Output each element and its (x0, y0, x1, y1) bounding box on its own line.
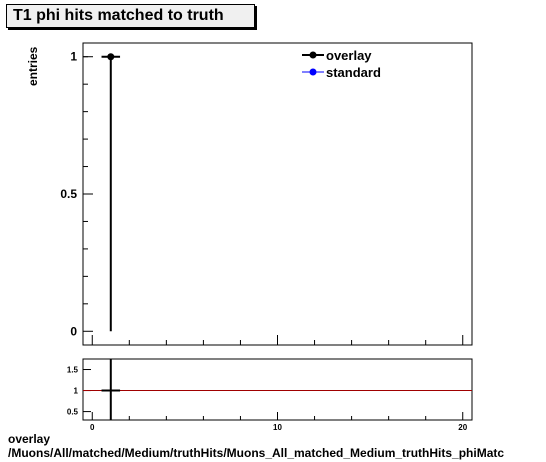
legend-label-standard: standard (326, 65, 381, 80)
y-tick-label: 0.5 (60, 187, 77, 201)
ratio-x-tick-label: 10 (273, 423, 282, 432)
ratio-x-tick-label: 0 (90, 423, 95, 432)
ratio-y-tick-label: 0.5 (67, 408, 79, 417)
plot-title: T1 phi hits matched to truth (13, 7, 224, 24)
ratio-y-tick-label: 1 (74, 387, 79, 396)
data-point-marker (107, 53, 115, 61)
title-box: T1 phi hits matched to truth (6, 4, 255, 28)
main-plot-frame (82, 42, 473, 346)
legend-label-overlay: overlay (326, 48, 372, 63)
footer-line-2: /Muons/All/matched/Medium/truthHits/Muon… (8, 446, 505, 460)
ratio-plot-frame (82, 358, 473, 421)
ratio-y-tick-label: 1.5 (67, 366, 79, 375)
ratio-x-tick-label: 20 (458, 423, 467, 432)
footer-line-1: overlay (8, 432, 51, 446)
y-tick-label: 1 (70, 50, 77, 64)
y-tick-label: 0 (70, 324, 77, 338)
legend-marker (309, 68, 317, 76)
legend-marker (309, 51, 317, 59)
